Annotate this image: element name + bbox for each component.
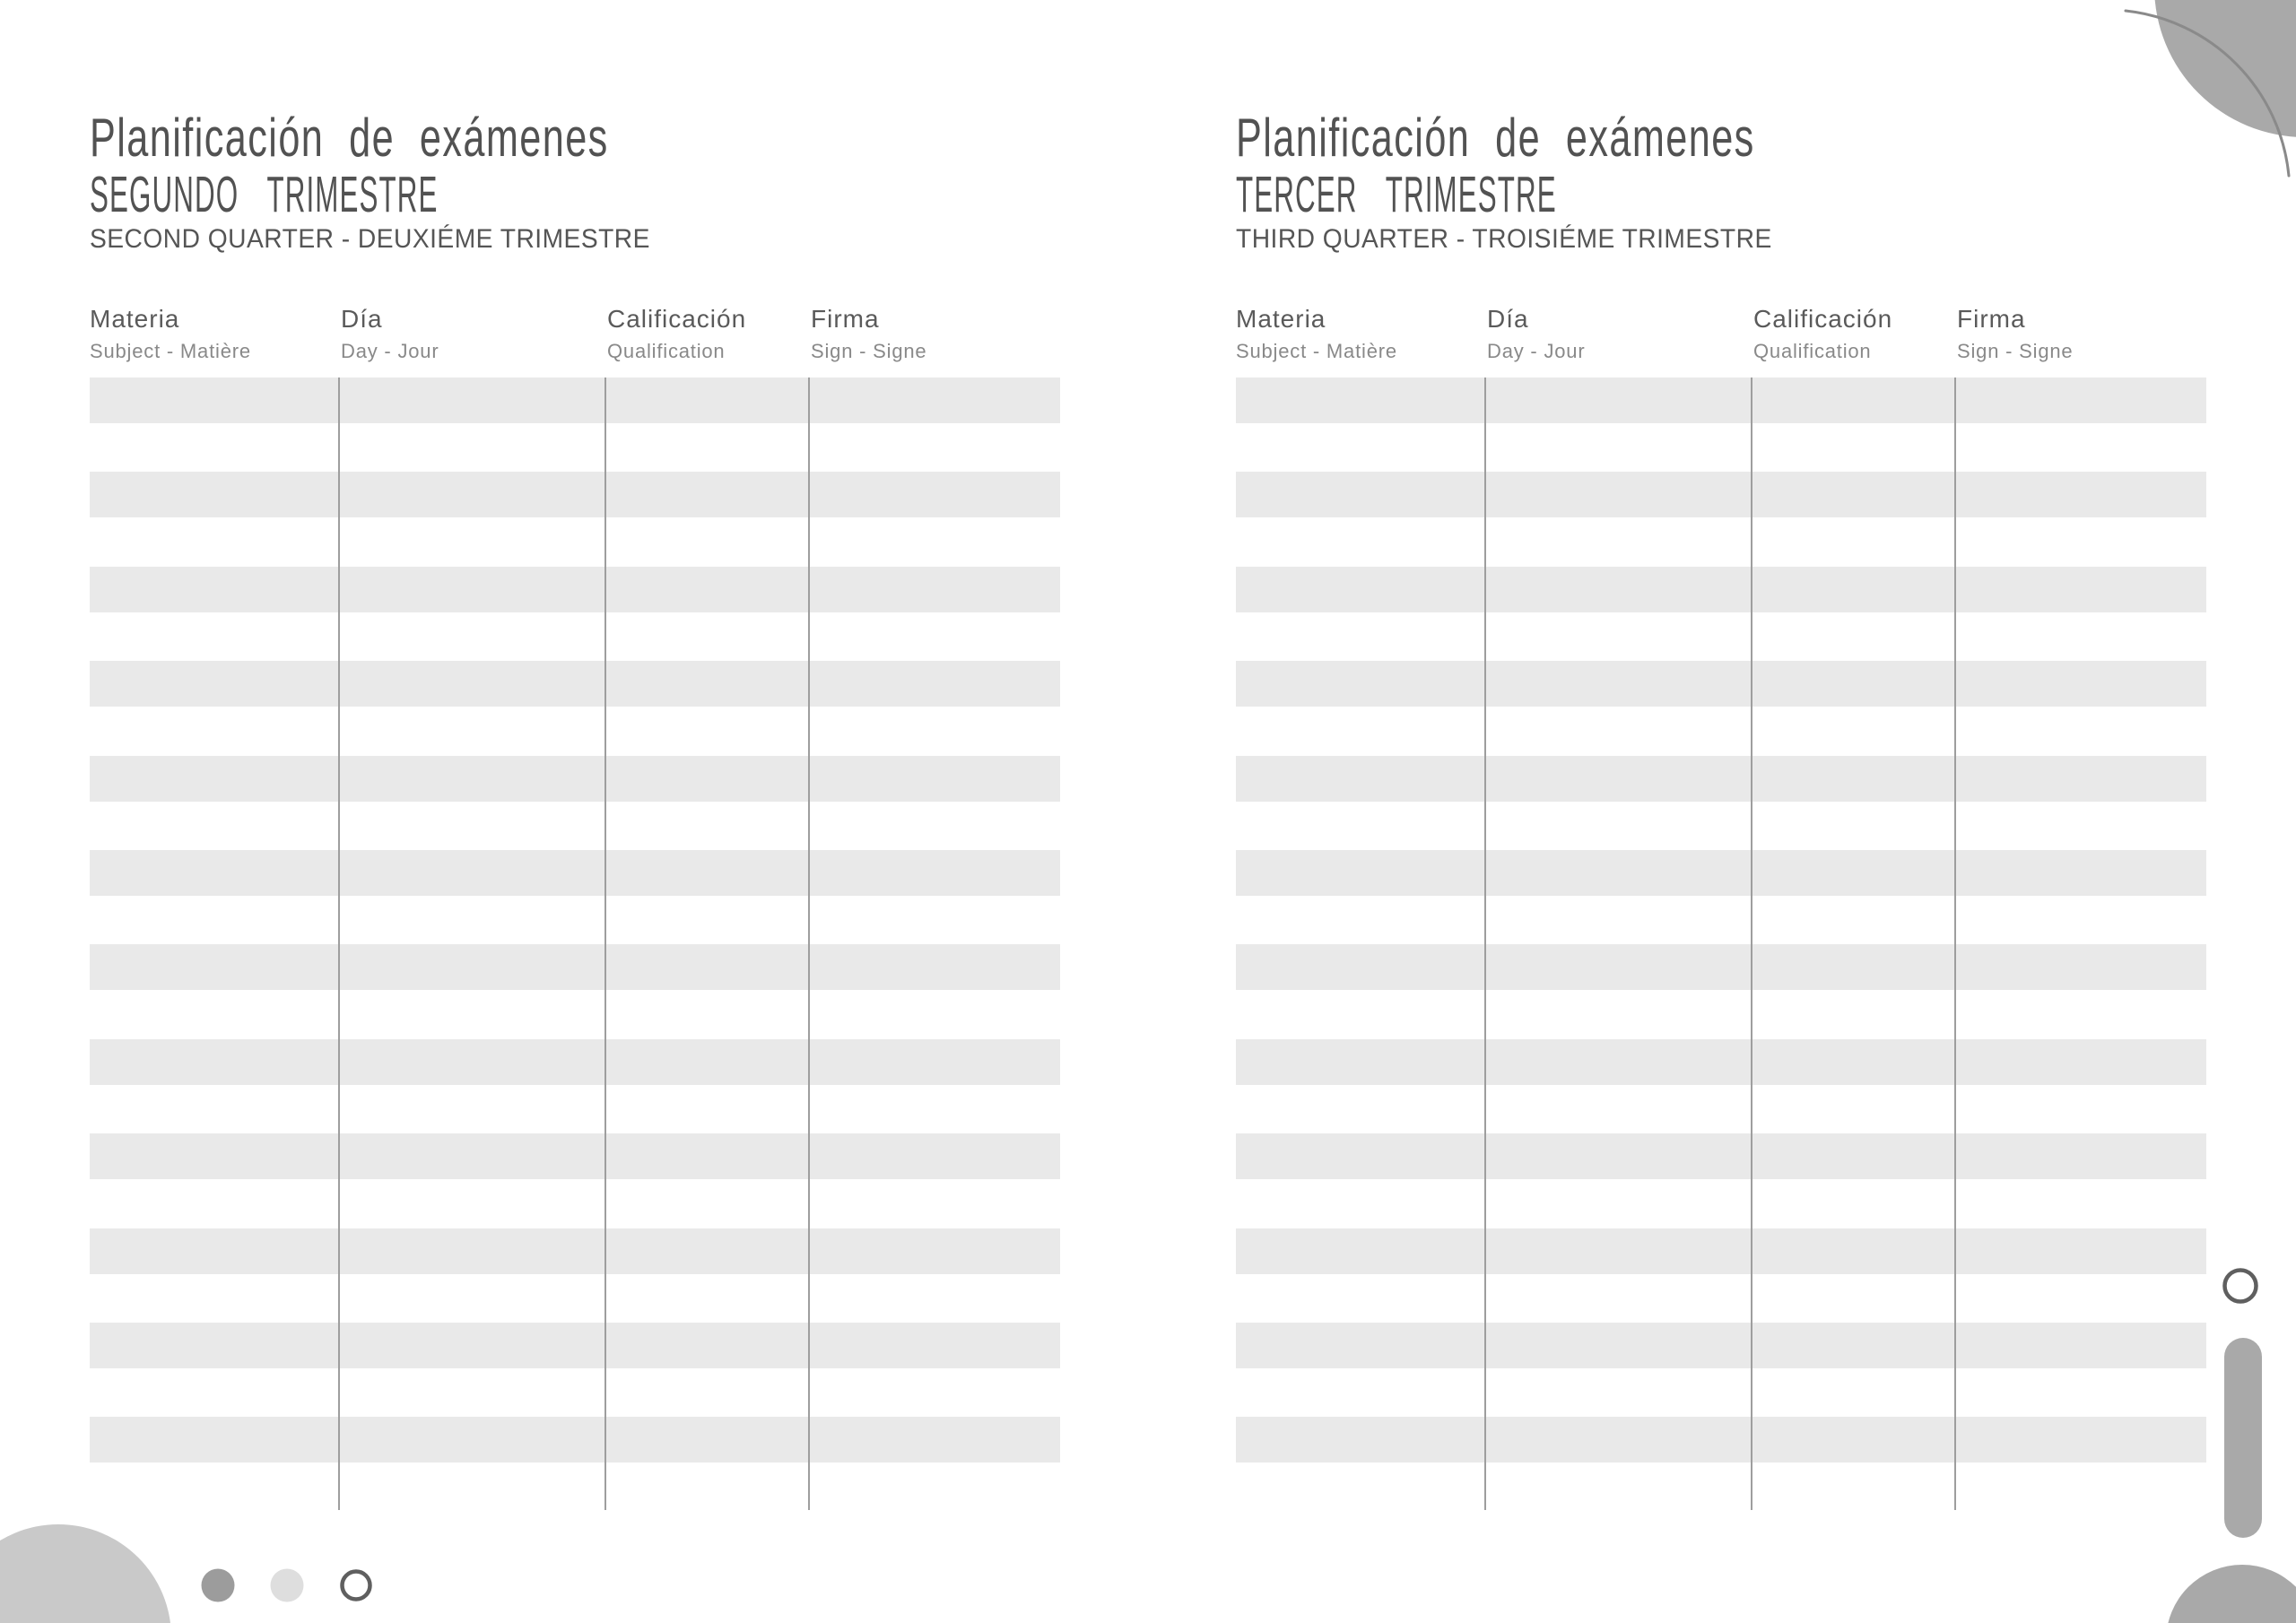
column-subheader-subject: Subject - Matière xyxy=(1236,340,1397,362)
table-row[interactable] xyxy=(1236,661,2206,707)
table-row[interactable] xyxy=(1236,755,2206,802)
column-header-dia: Día xyxy=(341,305,383,333)
column-header-firma: Firma xyxy=(1957,305,2026,333)
table-row[interactable] xyxy=(90,849,1060,896)
column-header-materia: Materia xyxy=(90,305,180,333)
table-row[interactable] xyxy=(90,944,1060,991)
table-row[interactable] xyxy=(90,566,1060,612)
table-row[interactable] xyxy=(1236,1133,2206,1180)
column-header-firma: Firma xyxy=(811,305,880,333)
table-row[interactable] xyxy=(90,1133,1060,1180)
column-header-materia: Materia xyxy=(1236,305,1326,333)
table-row[interactable] xyxy=(90,1322,1060,1368)
table-row[interactable] xyxy=(1236,849,2206,896)
table-row[interactable] xyxy=(90,1417,1060,1463)
table-row[interactable] xyxy=(90,661,1060,707)
column-subheader-day: Day - Jour xyxy=(341,340,439,362)
column-divider xyxy=(1484,378,1486,1510)
section-third-trimester: Planificación de exámenes TERCER TRIMEST… xyxy=(1236,0,2206,1623)
table-row[interactable] xyxy=(1236,378,2206,423)
table-row[interactable] xyxy=(1236,566,2206,612)
table-row[interactable] xyxy=(1236,1228,2206,1274)
scrollbar-thumb[interactable] xyxy=(2224,1338,2262,1538)
column-subheader-qualification: Qualification xyxy=(1753,340,1872,362)
table-row[interactable] xyxy=(1236,1038,2206,1085)
column-subheader-sign: Sign - Signe xyxy=(811,340,927,362)
column-header-dia: Día xyxy=(1487,305,1529,333)
column-divider xyxy=(604,378,606,1510)
page-title: Planificación de exámenes xyxy=(90,108,609,168)
corner-circle-bottom-left xyxy=(0,1524,170,1623)
section-second-trimester: Planificación de exámenes SEGUNDO TRIMES… xyxy=(90,0,1060,1623)
table-row[interactable] xyxy=(1236,944,2206,991)
table-body xyxy=(1236,378,2206,1512)
page-indicator-dot-2[interactable] xyxy=(270,1568,304,1602)
page-indicator-dots xyxy=(201,1568,372,1602)
column-subheader-sign: Sign - Signe xyxy=(1957,340,2074,362)
page-indicator-dot-1[interactable] xyxy=(201,1568,235,1602)
table-row[interactable] xyxy=(90,1228,1060,1274)
column-divider xyxy=(808,378,810,1510)
table-row[interactable] xyxy=(1236,1417,2206,1463)
column-subheader-qualification: Qualification xyxy=(607,340,726,362)
page-caption: THIRD QUARTER - TROISIÉME TRIMESTRE xyxy=(1236,224,1772,254)
page-title: Planificación de exámenes xyxy=(1236,108,1755,168)
column-subheader-day: Day - Jour xyxy=(1487,340,1586,362)
table-row[interactable] xyxy=(90,755,1060,802)
column-header-calificacion: Calificación xyxy=(1753,305,1893,333)
corner-circle-bottom-right xyxy=(2168,1565,2296,1623)
table-row[interactable] xyxy=(90,1038,1060,1085)
corner-circle-top-right xyxy=(2154,0,2296,137)
corner-arc-top-right xyxy=(2124,9,2291,178)
page-subtitle: SEGUNDO TRIMESTRE xyxy=(90,166,439,223)
table-body xyxy=(90,378,1060,1512)
column-header-calificacion: Calificación xyxy=(607,305,747,333)
page-subtitle: TERCER TRIMESTRE xyxy=(1236,166,1557,223)
page-indicator-dot-3[interactable] xyxy=(340,1569,372,1601)
scroll-marker-ring[interactable] xyxy=(2222,1268,2258,1304)
page-caption: SECOND QUARTER - DEUXIÉME TRIMESTRE xyxy=(90,224,650,254)
table-row[interactable] xyxy=(90,472,1060,518)
table-row[interactable] xyxy=(1236,472,2206,518)
table-row[interactable] xyxy=(1236,1322,2206,1368)
table-row[interactable] xyxy=(90,378,1060,423)
column-divider xyxy=(1751,378,1752,1510)
column-subheader-subject: Subject - Matière xyxy=(90,340,251,362)
column-divider xyxy=(1954,378,1956,1510)
column-divider xyxy=(338,378,340,1510)
